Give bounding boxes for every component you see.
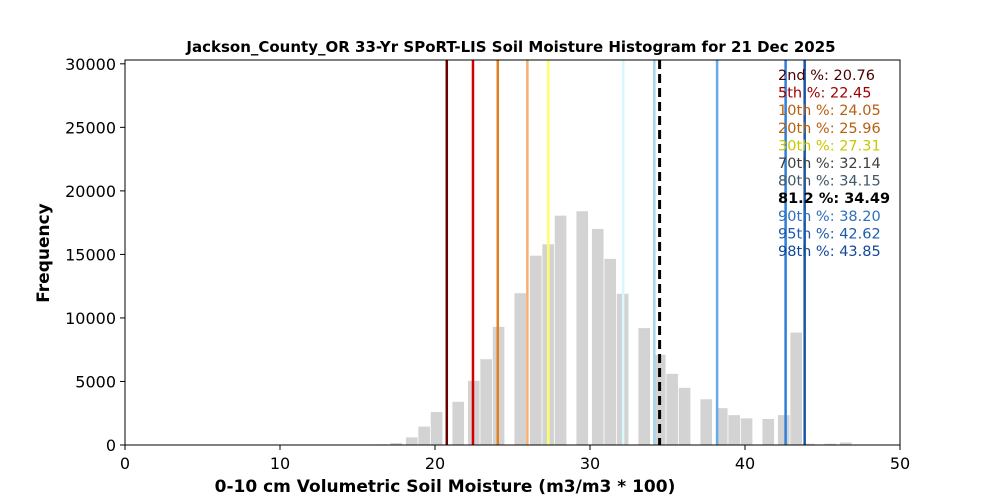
histogram-bar (390, 443, 403, 445)
y-tick-label: 25000 (65, 118, 116, 137)
legend-entry: 70th %: 32.14 (778, 156, 881, 172)
x-tick-label: 0 (120, 454, 130, 473)
legend-entry: 20th %: 25.96 (778, 121, 881, 137)
histogram-bar (405, 437, 418, 445)
legend-entry: 2nd %: 20.76 (778, 68, 875, 84)
histogram-bar (790, 332, 802, 445)
legend-entry: 10th %: 24.05 (778, 103, 881, 119)
y-axis-ticks: 0 5000 10000 15000 20000 25000 30000 (65, 55, 125, 455)
histogram-bar (514, 293, 527, 445)
y-tick-label: 15000 (65, 245, 116, 264)
legend-entry: 30th %: 27.31 (778, 138, 881, 154)
histogram-bar (480, 359, 492, 445)
histogram-bar (700, 399, 713, 445)
histogram-bar (824, 443, 837, 445)
y-tick-label: 0 (106, 436, 116, 455)
histogram-bar (777, 415, 790, 445)
legend-entry: 5th %: 22.45 (778, 86, 872, 102)
histogram-bar (638, 328, 651, 445)
histogram-bar (430, 411, 443, 445)
legend-entry: 98th %: 43.85 (778, 244, 881, 260)
chart-title: Jackson_County_OR 33-Yr SPoRT-LIS Soil M… (185, 38, 835, 56)
histogram-bar (666, 373, 678, 445)
histogram-bar (418, 426, 430, 445)
y-tick-label: 10000 (65, 309, 116, 328)
y-tick-label: 30000 (65, 55, 116, 74)
histogram-bar (529, 255, 542, 445)
x-tick-label: 10 (270, 454, 290, 473)
x-axis-label: 0-10 cm Volumetric Soil Moisture (m3/m3 … (215, 477, 676, 497)
y-tick-label: 20000 (65, 182, 116, 201)
histogram-bar (576, 211, 589, 445)
legend-entry: 81.2 %: 34.49 (778, 191, 890, 207)
histogram-bar (839, 442, 852, 445)
x-tick-label: 20 (425, 454, 445, 473)
histogram-bar (452, 401, 465, 445)
x-axis-ticks: 0 10 20 30 40 50 (120, 445, 910, 473)
y-axis-label: Frequency (34, 203, 54, 303)
histogram-bar (554, 215, 567, 445)
x-tick-label: 50 (890, 454, 910, 473)
histogram-bar (740, 418, 753, 445)
histogram-bar (802, 443, 815, 445)
plot-frame (124, 59, 901, 446)
x-tick-label: 40 (735, 454, 755, 473)
histogram-bar (715, 408, 728, 445)
y-tick-label: 5000 (75, 372, 116, 391)
legend-entry: 90th %: 38.20 (778, 209, 881, 225)
histogram-bar (762, 418, 775, 445)
histogram-bar (728, 415, 740, 445)
x-tick-label: 30 (580, 454, 600, 473)
percentile-lines-layer (445, 60, 806, 445)
legend-entry: 80th %: 34.15 (778, 174, 881, 190)
histogram-bar (604, 258, 616, 445)
histogram-bar (591, 228, 604, 445)
legend-entry: 95th %: 42.62 (778, 226, 881, 242)
histogram-bar (678, 387, 691, 445)
